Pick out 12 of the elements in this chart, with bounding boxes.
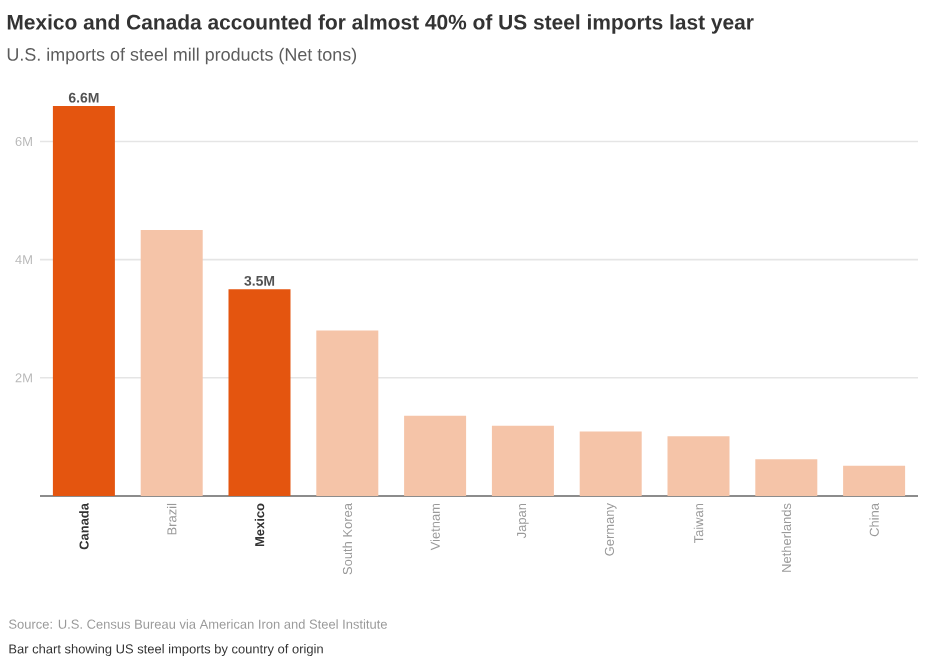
chart-title: Mexico and Canada accounted for almost 40% of US steel imports last year <box>7 14 754 34</box>
bar <box>579 431 642 496</box>
bar <box>404 415 467 496</box>
bar <box>228 289 291 496</box>
bar <box>843 465 906 496</box>
chart-subtitle: U.S. imports of steel mill products (Net tons) <box>7 47 357 65</box>
bar <box>491 425 554 496</box>
bar <box>316 330 379 496</box>
bar <box>667 436 730 496</box>
bar <box>52 106 115 496</box>
bar <box>140 230 203 496</box>
bar <box>755 459 818 496</box>
